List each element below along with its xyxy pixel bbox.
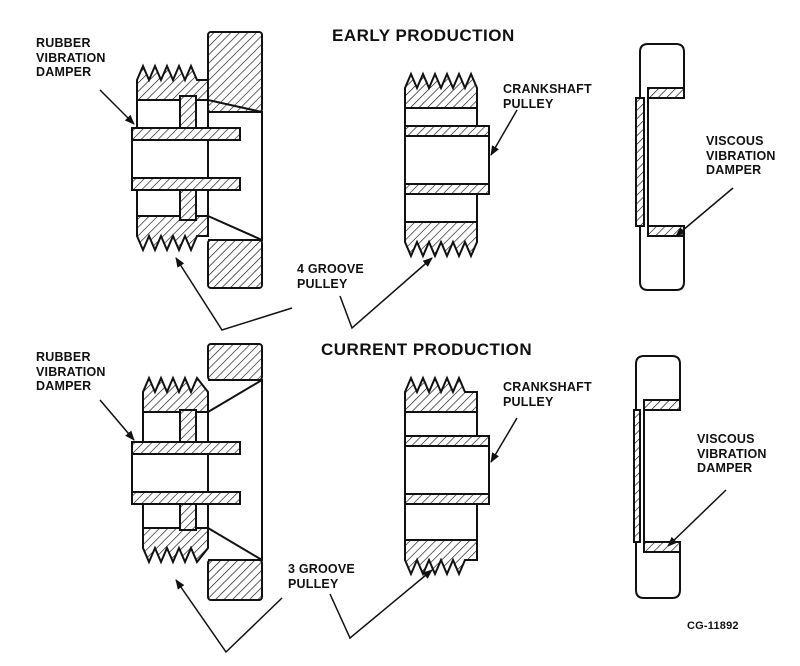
current-crankshaft-pulley-label: CRANKSHAFT PULLEY: [503, 380, 592, 409]
figure-number: CG-11892: [687, 620, 739, 632]
current-viscous-damper-label: VISCOUS VIBRATION DAMPER: [697, 432, 767, 475]
early-viscous-damper: [635, 43, 685, 291]
current-pulley-label: 3 GROOVE PULLEY: [288, 562, 355, 591]
early-leader-lines: [99, 89, 734, 331]
current-rubber-damper-label: RUBBER VIBRATION DAMPER: [36, 350, 106, 393]
current-viscous-damper: [633, 355, 681, 599]
early-production-heading: EARLY PRODUCTION: [332, 26, 515, 45]
early-viscous-damper-label: VISCOUS VIBRATION DAMPER: [706, 134, 776, 177]
early-crankshaft-pulley: [404, 71, 490, 259]
early-rubber-damper-label: RUBBER VIBRATION DAMPER: [36, 36, 106, 79]
early-pulley-label: 4 GROOVE PULLEY: [297, 262, 364, 291]
early-rubber-damper-assembly: [131, 31, 263, 289]
current-production-heading: CURRENT PRODUCTION: [321, 340, 533, 359]
current-rubber-damper-assembly: [131, 343, 263, 601]
current-crankshaft-pulley: [404, 375, 490, 577]
current-leader-lines: [99, 399, 727, 654]
early-crankshaft-pulley-label: CRANKSHAFT PULLEY: [503, 82, 592, 111]
